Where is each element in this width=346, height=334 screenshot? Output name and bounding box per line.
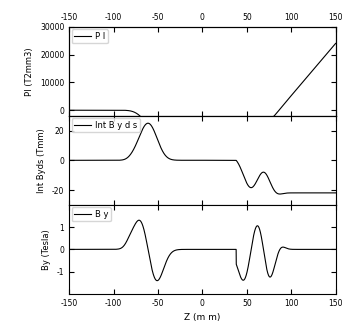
Legend: P I: P I — [72, 29, 108, 43]
Y-axis label: Int Byds (Tmm): Int Byds (Tmm) — [37, 128, 46, 193]
Y-axis label: PI (T2mm3): PI (T2mm3) — [25, 47, 34, 96]
X-axis label: Z (m m): Z (m m) — [184, 313, 221, 322]
Y-axis label: By (Tesla): By (Tesla) — [42, 229, 51, 270]
Legend: Int B y d s: Int B y d s — [72, 118, 140, 132]
Legend: B y: B y — [72, 207, 111, 221]
